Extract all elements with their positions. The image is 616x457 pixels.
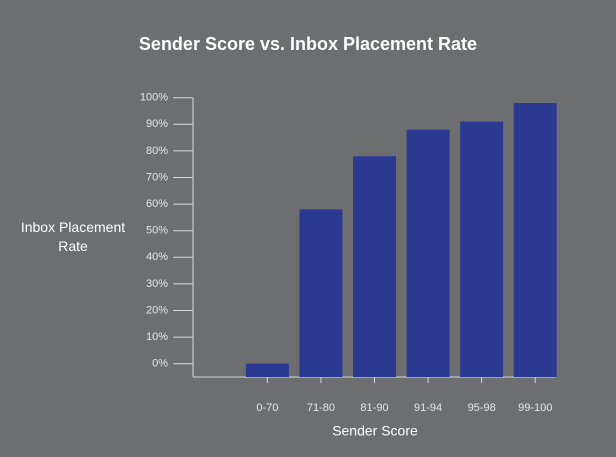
y-tick-label: 90% [146, 118, 168, 130]
x-tick-label: 91-94 [414, 402, 442, 414]
bar [513, 103, 557, 378]
x-tick-label: 81-90 [360, 402, 388, 414]
bar [245, 363, 289, 377]
y-tick-label: 60% [146, 198, 168, 210]
bar [460, 121, 504, 377]
y-axis-label: Inbox Placement Rate [20, 219, 126, 254]
y-tick-label: 20% [146, 304, 168, 316]
bar [299, 209, 343, 377]
y-tick-label: 30% [146, 278, 168, 290]
x-tick-label: 99-100 [518, 402, 552, 414]
x-tick-label: 0-70 [256, 402, 278, 414]
chart-title: Sender Score vs. Inbox Placement Rate [139, 34, 477, 54]
bar [353, 156, 396, 377]
y-tick-label: 0% [152, 358, 168, 370]
y-tick-label: 100% [140, 92, 168, 104]
y-tick-label: 70% [146, 171, 168, 183]
y-tick-label: 40% [146, 251, 168, 263]
y-tick-label: 10% [146, 331, 168, 343]
y-tick-label: 50% [146, 225, 168, 237]
x-axis-label: Sender Score [332, 423, 418, 439]
y-tick-label: 80% [146, 145, 168, 157]
x-tick-label: 71-80 [307, 402, 335, 414]
bar [406, 129, 450, 377]
x-tick-label: 95-98 [468, 402, 496, 414]
